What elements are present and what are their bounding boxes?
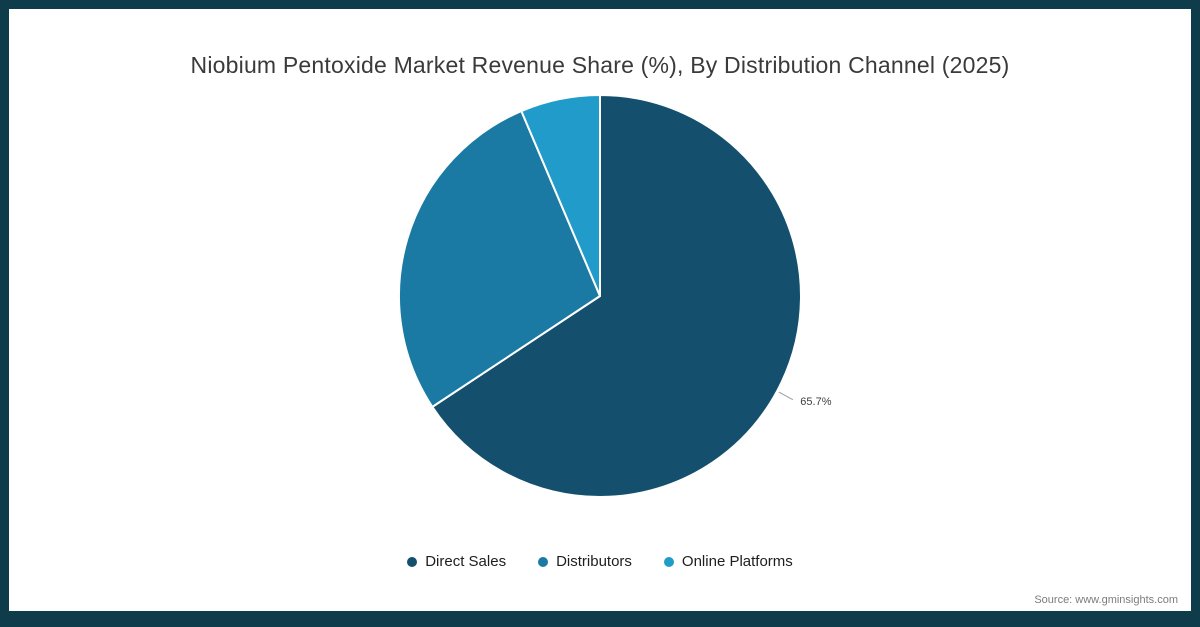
legend-label-direct-sales: Direct Sales (425, 553, 507, 570)
legend-item-direct-sales: Direct Sales (407, 553, 506, 570)
legend-item-online-platforms: Online Platforms (663, 553, 793, 570)
legend-label-distributors: Distributors (556, 553, 632, 570)
pie-slice-online-platforms (520, 94, 601, 297)
pie-slice-direct-sales (431, 94, 802, 498)
legend-marker-online-platforms (663, 556, 674, 567)
chart-legend: Direct Sales Distributors Online Platforms (0, 553, 1200, 570)
legend-marker-direct-sales (407, 556, 418, 567)
data-label-leader-line (778, 391, 794, 401)
pie-slice-distributors (397, 110, 601, 408)
legend-marker-distributors (538, 556, 549, 567)
pie-data-label-direct-sales: 65.7% (800, 396, 831, 408)
source-text: Source: www.gminsights.com (1034, 594, 1178, 606)
legend-label-online-platforms: Online Platforms (681, 553, 793, 570)
chart-title: Niobium Pentoxide Market Revenue Share (… (190, 52, 1010, 78)
legend-item-distributors: Distributors (538, 553, 632, 570)
